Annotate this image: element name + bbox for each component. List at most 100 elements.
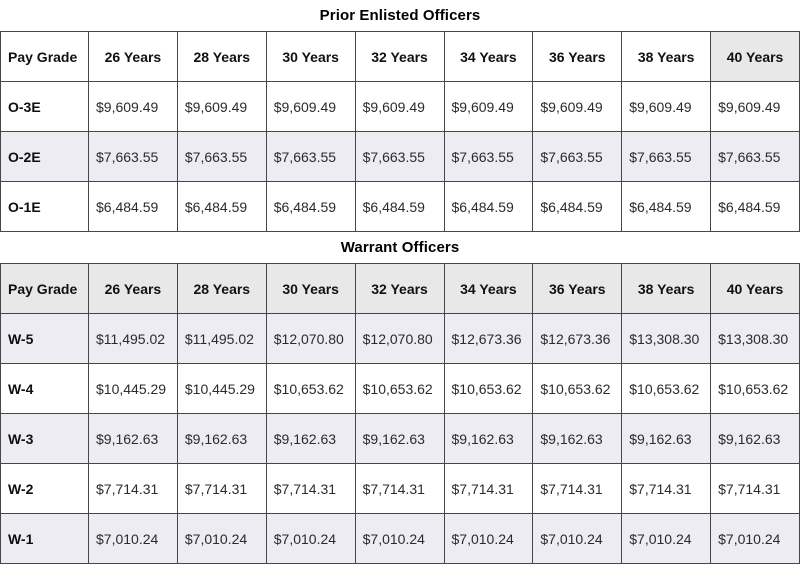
- pay-amount-cell: $9,609.49: [88, 81, 178, 132]
- year-column-header: 40 Years: [710, 31, 800, 82]
- warrant-officers-section: Warrant Officers Pay Grade 26 Years 28 Yea…: [0, 232, 800, 564]
- pay-grade-cell: W-5: [0, 313, 89, 364]
- year-column-header: 34 Years: [443, 263, 534, 314]
- pay-amount-cell: $7,010.24: [443, 513, 534, 564]
- pay-amount-cell: $9,609.49: [621, 81, 712, 132]
- pay-grade-cell: O-3E: [0, 81, 89, 132]
- pay-amount-cell: $12,070.80: [354, 313, 445, 364]
- year-column-header: 40 Years: [710, 263, 800, 314]
- pay-amount-cell: $7,663.55: [265, 131, 356, 182]
- prior-enlisted-pay-table: Pay Grade 26 Years 28 Years 30 Years 32 Year…: [0, 31, 800, 232]
- pay-amount-cell: $7,714.31: [621, 463, 712, 514]
- pay-grade-column-header: Pay Grade: [0, 263, 89, 314]
- pay-grade-cell: W-4: [0, 363, 89, 414]
- pay-amount-cell: $7,714.31: [710, 463, 800, 514]
- year-column-header: 32 Years: [354, 31, 445, 82]
- pay-amount-cell: $12,070.80: [265, 313, 356, 364]
- year-column-header: 32 Years: [354, 263, 445, 314]
- warrant-officers-pay-table: Pay Grade 26 Years 28 Years 30 Years 32 Year…: [0, 263, 800, 564]
- pay-amount-cell: $7,663.55: [443, 131, 534, 182]
- pay-amount-cell: $12,673.36: [443, 313, 534, 364]
- pay-amount-cell: $7,714.31: [176, 463, 267, 514]
- pay-amount-cell: $9,609.49: [176, 81, 267, 132]
- pay-amount-cell: $6,484.59: [443, 181, 534, 232]
- pay-amount-cell: $7,714.31: [532, 463, 623, 514]
- table-row: W-2 $7,714.31 $7,714.31 $7,714.31 $7,714.31 $…: [0, 463, 800, 514]
- year-column-header: 26 Years: [88, 263, 178, 314]
- pay-amount-cell: $9,162.63: [532, 413, 623, 464]
- year-column-header: 38 Years: [621, 263, 712, 314]
- header-row: Pay Grade 26 Years 28 Years 30 Years 32 Year…: [0, 263, 800, 314]
- year-column-header: 30 Years: [265, 31, 356, 82]
- pay-amount-cell: $13,308.30: [710, 313, 800, 364]
- pay-amount-cell: $10,653.62: [532, 363, 623, 414]
- pay-amount-cell: $9,162.63: [265, 413, 356, 464]
- table-row: O-2E $7,663.55 $7,663.55 $7,663.55 $7,663.55…: [0, 131, 800, 182]
- pay-amount-cell: $7,010.24: [176, 513, 267, 564]
- pay-amount-cell: $9,609.49: [532, 81, 623, 132]
- pay-amount-cell: $6,484.59: [354, 181, 445, 232]
- pay-amount-cell: $9,162.63: [443, 413, 534, 464]
- pay-amount-cell: $6,484.59: [265, 181, 356, 232]
- table-row: O-3E $9,609.49 $9,609.49 $9,609.49 $9,609.49…: [0, 81, 800, 132]
- pay-amount-cell: $6,484.59: [621, 181, 712, 232]
- year-column-header: 28 Years: [176, 31, 267, 82]
- header-row: Pay Grade 26 Years 28 Years 30 Years 32 Year…: [0, 31, 800, 82]
- table-row: O-1E $6,484.59 $6,484.59 $6,484.59 $6,484.59…: [0, 181, 800, 232]
- pay-amount-cell: $10,445.29: [88, 363, 178, 414]
- pay-grade-cell: O-2E: [0, 131, 89, 182]
- table-row: W-4 $10,445.29 $10,445.29 $10,653.62 $10,653…: [0, 363, 800, 414]
- pay-amount-cell: $10,653.62: [265, 363, 356, 414]
- pay-amount-cell: $9,162.63: [176, 413, 267, 464]
- pay-grade-cell: W-1: [0, 513, 89, 564]
- pay-amount-cell: $7,010.24: [532, 513, 623, 564]
- pay-amount-cell: $10,653.62: [621, 363, 712, 414]
- pay-amount-cell: $7,010.24: [88, 513, 178, 564]
- pay-amount-cell: $7,663.55: [621, 131, 712, 182]
- pay-amount-cell: $7,010.24: [710, 513, 800, 564]
- pay-amount-cell: $10,653.62: [354, 363, 445, 414]
- pay-grade-column-header: Pay Grade: [0, 31, 89, 82]
- pay-amount-cell: $7,010.24: [265, 513, 356, 564]
- pay-amount-cell: $9,162.63: [710, 413, 800, 464]
- year-column-header: 36 Years: [532, 31, 623, 82]
- pay-amount-cell: $6,484.59: [88, 181, 178, 232]
- year-column-header: 36 Years: [532, 263, 623, 314]
- table-row: W-1 $7,010.24 $7,010.24 $7,010.24 $7,010.24 $…: [0, 513, 800, 564]
- pay-amount-cell: $9,609.49: [443, 81, 534, 132]
- pay-amount-cell: $6,484.59: [532, 181, 623, 232]
- pay-amount-cell: $10,653.62: [443, 363, 534, 414]
- table-title-prior-enlisted: Prior Enlisted Officers: [319, 7, 481, 24]
- pay-grade-cell: W-2: [0, 463, 89, 514]
- pay-amount-cell: $7,010.24: [621, 513, 712, 564]
- prior-enlisted-section: Prior Enlisted Officers Pay Grade 26 Year…: [0, 0, 800, 232]
- pay-amount-cell: $7,714.31: [265, 463, 356, 514]
- pay-grade-cell: O-1E: [0, 181, 89, 232]
- year-column-header: 34 Years: [443, 31, 534, 82]
- pay-amount-cell: $7,714.31: [443, 463, 534, 514]
- year-column-header: 38 Years: [621, 31, 712, 82]
- pay-amount-cell: $7,663.55: [710, 131, 800, 182]
- year-column-header: 28 Years: [176, 263, 267, 314]
- pay-amount-cell: $9,162.63: [88, 413, 178, 464]
- pay-amount-cell: $6,484.59: [176, 181, 267, 232]
- pay-amount-cell: $7,010.24: [354, 513, 445, 564]
- pay-amount-cell: $7,663.55: [532, 131, 623, 182]
- pay-amount-cell: $13,308.30: [621, 313, 712, 364]
- pay-amount-cell: $12,673.36: [532, 313, 623, 364]
- pay-amount-cell: $11,495.02: [88, 313, 178, 364]
- pay-amount-cell: $9,162.63: [621, 413, 712, 464]
- pay-amount-cell: $6,484.59: [710, 181, 800, 232]
- table-row: W-3 $9,162.63 $9,162.63 $9,162.63 $9,162.63 $…: [0, 413, 800, 464]
- pay-amount-cell: $9,162.63: [354, 413, 445, 464]
- pay-amount-cell: $7,663.55: [354, 131, 445, 182]
- pay-amount-cell: $7,714.31: [354, 463, 445, 514]
- year-column-header: 30 Years: [265, 263, 356, 314]
- table-title-warrant-officers: Warrant Officers: [340, 239, 460, 256]
- pay-amount-cell: $7,714.31: [88, 463, 178, 514]
- pay-amount-cell: $11,495.02: [176, 313, 267, 364]
- pay-amount-cell: $10,445.29: [176, 363, 267, 414]
- table-row: W-5 $11,495.02 $11,495.02 $12,070.80 $12,070…: [0, 313, 800, 364]
- pay-amount-cell: $9,609.49: [710, 81, 800, 132]
